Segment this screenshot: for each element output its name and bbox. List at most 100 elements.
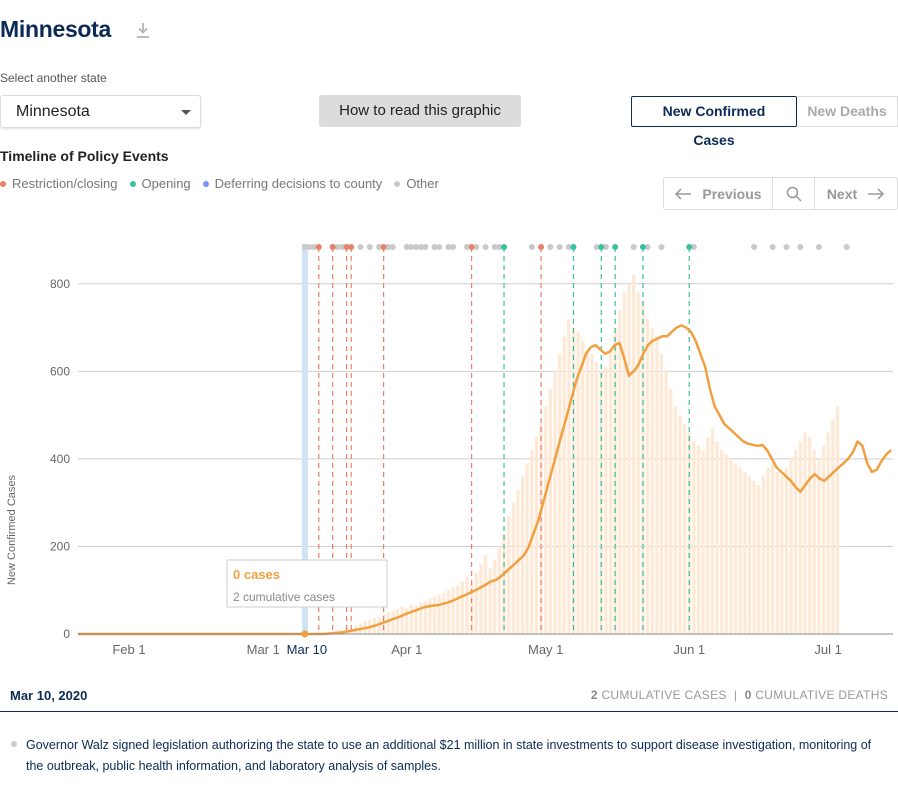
bar (812, 450, 816, 634)
event-dot-other (843, 244, 850, 250)
bar (766, 467, 770, 634)
event-dot-other (311, 244, 318, 250)
bar (507, 515, 511, 634)
event-dot-other (528, 244, 535, 250)
cumulative-cases-value: 2 (590, 688, 598, 702)
legend-dot-opening (129, 180, 136, 187)
bar (571, 327, 576, 634)
legend-opening: Opening (129, 176, 191, 191)
bar (761, 476, 765, 634)
event-dot-other (445, 244, 452, 250)
event-dot-other (482, 244, 489, 250)
bar (428, 598, 432, 634)
how-to-read-button[interactable]: How to read this graphic (319, 95, 521, 127)
y-tick-800: 800 (50, 277, 70, 291)
event-dot-restriction (538, 244, 545, 250)
next-button[interactable]: Next (815, 178, 897, 209)
event-dot-other (630, 244, 637, 250)
chevron-down-icon (181, 110, 191, 115)
legend-label-restriction: Restriction/closing (12, 176, 118, 191)
event-dot-other (338, 244, 345, 250)
event-dot-other (565, 244, 572, 250)
average-line (78, 324, 892, 636)
event-dot-opening (639, 244, 646, 250)
bar (794, 450, 798, 634)
bar (437, 594, 441, 634)
event-dot-other (301, 244, 308, 250)
event-dot-other (408, 244, 415, 250)
bar (655, 336, 659, 634)
bar (581, 340, 585, 634)
legend-label-opening: Opening (141, 176, 191, 191)
event-dot-restriction (348, 244, 355, 250)
tooltip-box (226, 559, 388, 608)
event-dot-opening (501, 244, 508, 250)
bar (391, 610, 395, 634)
bar (405, 607, 409, 634)
bar (808, 437, 812, 634)
bar (831, 419, 835, 634)
bar (798, 441, 803, 634)
bar (604, 366, 608, 634)
event-dot-other (450, 244, 457, 250)
event-dot-other (473, 244, 480, 250)
event-dot-other (417, 244, 424, 250)
bar (770, 463, 775, 634)
bar (636, 292, 640, 634)
bar (497, 546, 502, 634)
event-dot-other (556, 244, 563, 250)
event-dot-other (783, 244, 790, 250)
bar (460, 581, 464, 634)
bar (534, 437, 539, 634)
bar (423, 600, 427, 634)
daily-bars (284, 275, 840, 634)
cumulative-stats: 2 CUMULATIVE CASES | 0 CUMULATIVE DEATHS (591, 688, 888, 702)
x-tick-1: Mar 1 (247, 642, 280, 657)
bar (530, 450, 534, 634)
new-cases-tab[interactable]: New Confirmed Cases (631, 96, 797, 148)
event-dot-restriction (315, 244, 322, 250)
bar (784, 467, 789, 634)
bar (488, 568, 492, 634)
event-dot-other (403, 244, 410, 250)
state-select[interactable]: Minnesota (0, 95, 201, 128)
bar (743, 472, 747, 634)
event-category-dot (11, 741, 17, 747)
event-dot-other (547, 244, 554, 250)
previous-label: Previous (702, 185, 762, 202)
policy-legend: Restriction/closing Opening Deferring de… (0, 176, 451, 191)
new-deaths-tab[interactable]: New Deaths (797, 96, 898, 127)
gridlines (78, 283, 893, 547)
bar (613, 327, 617, 634)
bar (706, 437, 710, 634)
legend-dot-deferring (202, 180, 209, 187)
search-icon (786, 186, 802, 202)
bar (479, 563, 483, 634)
bar (400, 606, 404, 634)
tooltip-cases: 0 cases (233, 567, 280, 582)
y-tick-400: 400 (50, 452, 70, 466)
selected-date: Mar 10, 2020 (10, 688, 88, 703)
bar (632, 275, 636, 634)
bar (382, 614, 386, 634)
bar (664, 371, 668, 634)
bar (627, 283, 631, 634)
event-dot-other (815, 244, 822, 250)
previous-button[interactable]: Previous (664, 178, 773, 209)
bar (483, 555, 488, 634)
stats-separator: | (734, 688, 738, 702)
event-dot-other (602, 244, 609, 250)
bar (775, 472, 779, 634)
bar (682, 423, 687, 634)
bar (780, 476, 784, 634)
download-icon[interactable] (135, 22, 151, 40)
cumulative-deaths-label: CUMULATIVE DEATHS (755, 688, 888, 702)
bar (650, 327, 654, 634)
event-dot-other (385, 244, 392, 250)
event-dot-opening (686, 244, 693, 250)
bar (710, 428, 715, 634)
search-button[interactable] (773, 178, 815, 209)
y-tick-600: 600 (50, 364, 70, 378)
legend-restriction: Restriction/closing (0, 176, 118, 191)
event-dot-other (375, 244, 382, 250)
